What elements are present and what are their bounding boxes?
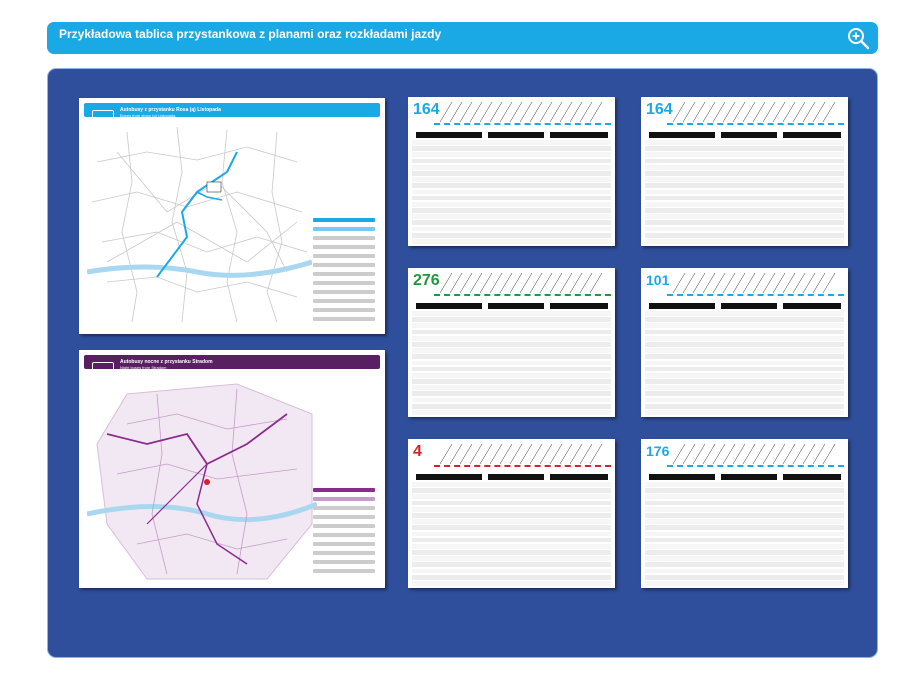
daytime-route-map[interactable]: Autobusy z przystanku Rosa (ą) Listopada… [79, 98, 385, 334]
route-number: 276 [413, 272, 440, 289]
route-line [434, 123, 611, 125]
departure-rows [645, 311, 844, 416]
route-line [667, 123, 844, 125]
map-title-bar: Autobusy nocne z przystanku Stradom Nigh… [84, 355, 380, 371]
route-number: 4 [413, 443, 422, 460]
page-header: Przykładowa tablica przystankowa z plana… [47, 22, 878, 54]
map-title: Autobusy nocne z przystanku Stradom [120, 359, 213, 365]
map-legend [313, 488, 375, 578]
timetable-sheet[interactable]: 101 [641, 268, 848, 417]
timetable-sheet[interactable]: 4 [408, 439, 615, 588]
departure-rows [412, 482, 611, 587]
stop-board-panel: Autobusy z przystanku Rosa (ą) Listopada… [47, 68, 878, 658]
map-drawing [87, 383, 317, 580]
stop-list [672, 272, 836, 294]
route-number: 164 [646, 101, 673, 118]
departure-rows [645, 140, 844, 245]
map-title: Autobusy z przystanku Rosa (ą) Listopada [120, 107, 221, 113]
map-subtitle: Buses from stops (ą) Listopada [120, 113, 176, 118]
route-number: 176 [646, 443, 670, 459]
departure-rows [412, 311, 611, 416]
route-line [667, 465, 844, 467]
page-title: Przykładowa tablica przystankowa z plana… [59, 27, 442, 41]
bus-icon [92, 362, 114, 371]
stop-list [439, 101, 603, 123]
timetable-sheet[interactable]: 176 [641, 439, 848, 588]
route-line [434, 294, 611, 296]
departure-rows [645, 482, 844, 587]
stop-list [672, 443, 836, 465]
map-title-bar: Autobusy z przystanku Rosa (ą) Listopada… [84, 103, 380, 119]
route-number: 101 [646, 272, 670, 288]
timetable-sheet[interactable]: 276 [408, 268, 615, 417]
night-route-map[interactable]: Autobusy nocne z przystanku Stradom Nigh… [79, 350, 385, 588]
timetable-sheet[interactable]: 164 [408, 97, 615, 246]
timetable-sheet[interactable]: 164 [641, 97, 848, 246]
map-drawing [87, 126, 312, 323]
stop-list [439, 443, 603, 465]
stop-list [439, 272, 603, 294]
stop-list [672, 101, 836, 123]
zoom-in-icon[interactable] [846, 26, 870, 50]
departure-rows [412, 140, 611, 245]
route-line [667, 294, 844, 296]
route-line [434, 465, 611, 467]
map-subtitle: Night buses from Stradom [120, 365, 167, 370]
route-number: 164 [413, 101, 440, 118]
bus-icon [92, 110, 114, 119]
map-legend [313, 218, 375, 326]
